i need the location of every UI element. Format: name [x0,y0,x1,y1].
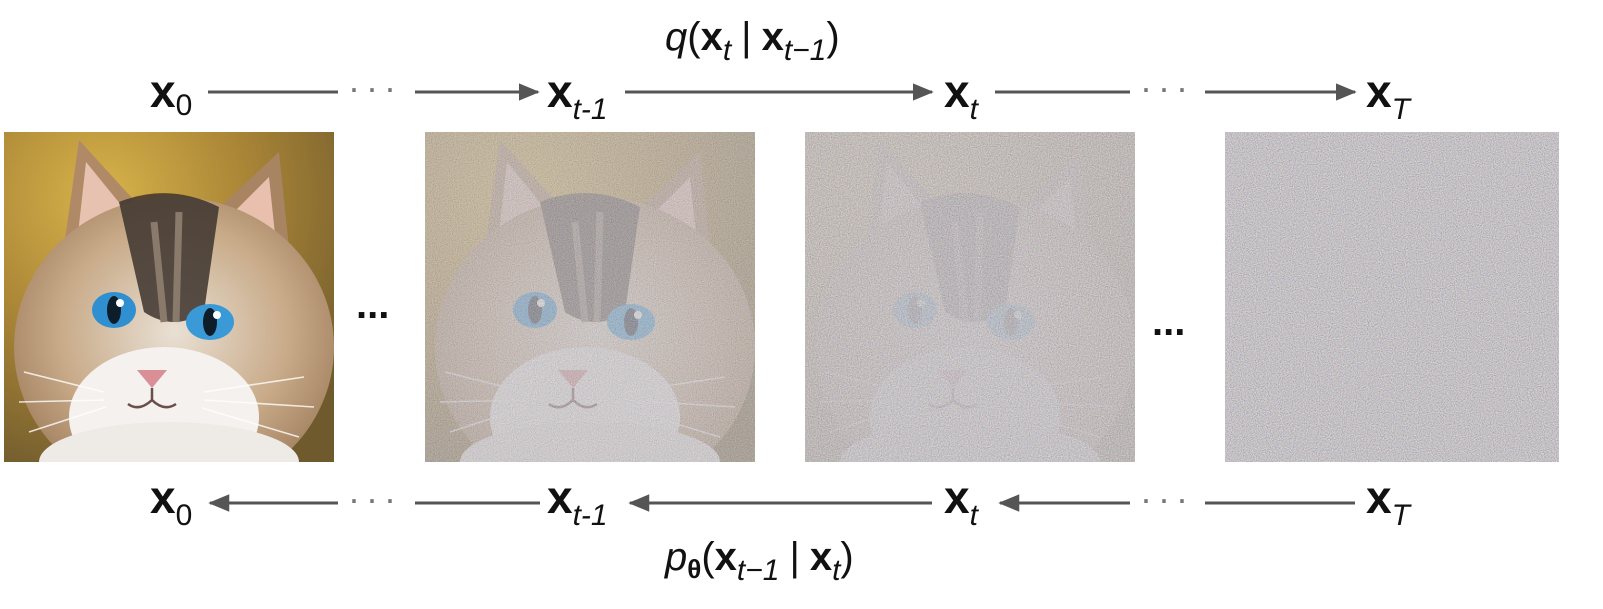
cat-noisy-t-1-image [425,132,755,462]
reverse-node-xt-label: xt [944,471,980,532]
forward-node-xt-label: xt [944,65,980,126]
forward-formula: q(xt | xt−1) [665,15,840,67]
forward-node-x0-label: x0 [150,65,192,122]
reverse-gap-dots-1: ··· [348,478,402,519]
reverse-node-xT-label: xT [1366,471,1413,532]
image-row: ... ... [4,132,1559,502]
reverse-node-x0-label: x0 [150,471,192,532]
pure-noise-T-image [1225,132,1559,462]
cat-clean-image [4,132,334,502]
cat-noisy-t-image [805,132,1135,462]
forward-node-xt-1-label: xt-1 [547,65,608,126]
forward-process: x0 xt-1 xt xT ··· ··· q(xt | xt−1) [150,15,1413,126]
reverse-gap-dots-2: ··· [1140,478,1194,519]
reverse-process: x0 xt-1 xt xT ··· ··· pθ(xt−1 | xt) [150,471,1413,587]
ellipsis-between-images-2: ... [1152,300,1185,344]
forward-node-xT-label: xT [1366,65,1413,126]
reverse-node-xt-1-label: xt-1 [547,471,608,532]
reverse-formula: pθ(xt−1 | xt) [664,535,854,587]
forward-gap-dots-2: ··· [1140,67,1194,108]
forward-gap-dots-1: ··· [348,67,402,108]
ellipsis-between-images-1: ... [356,283,389,327]
